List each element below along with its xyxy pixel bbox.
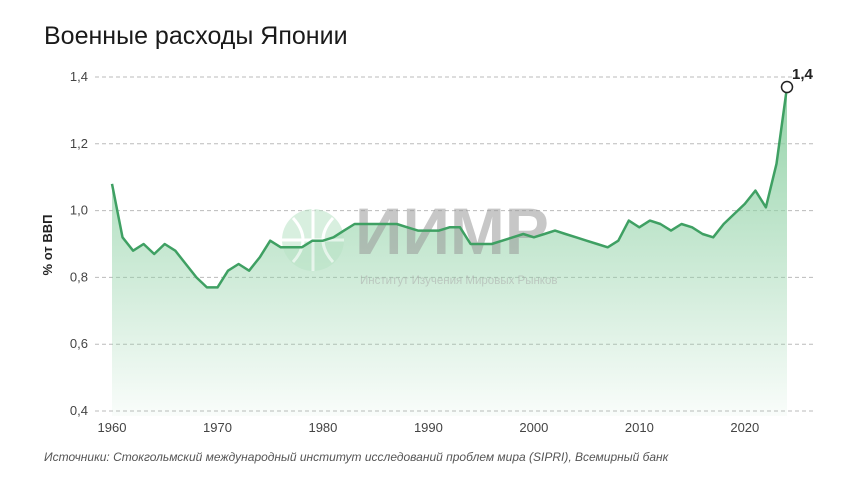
- y-axis-label: % от ВВП: [40, 215, 55, 276]
- x-tick-label: 1980: [308, 420, 337, 435]
- y-tick-label: 1,2: [70, 136, 88, 151]
- x-tick-label: 1990: [414, 420, 443, 435]
- x-tick-label: 2010: [625, 420, 654, 435]
- last-point-label: 1,4: [792, 66, 814, 83]
- last-point-marker: [780, 80, 794, 94]
- source-note: Источники: Стокгольмский международный и…: [44, 450, 669, 464]
- y-tick-label: 1,4: [70, 69, 88, 84]
- x-tick-label: 1960: [98, 420, 127, 435]
- data-line: [110, 86, 789, 289]
- y-tick-label: 0,8: [70, 269, 88, 284]
- watermark: ИИМР Институт Изучения Мировых Рынков: [282, 194, 557, 287]
- y-tick-label: 0,6: [70, 336, 88, 351]
- area-fill: [112, 87, 787, 416]
- x-tick-label: 2020: [730, 420, 759, 435]
- watermark-logo: ИИМР: [355, 194, 549, 268]
- chart-title: Военные расходы Японии: [44, 22, 348, 50]
- x-tick-label: 1970: [203, 420, 232, 435]
- y-tick-label: 0,4: [70, 403, 88, 418]
- x-tick-label: 2000: [519, 420, 548, 435]
- y-tick-label: 1,0: [70, 203, 88, 218]
- watermark-subtitle: Институт Изучения Мировых Рынков: [360, 275, 557, 287]
